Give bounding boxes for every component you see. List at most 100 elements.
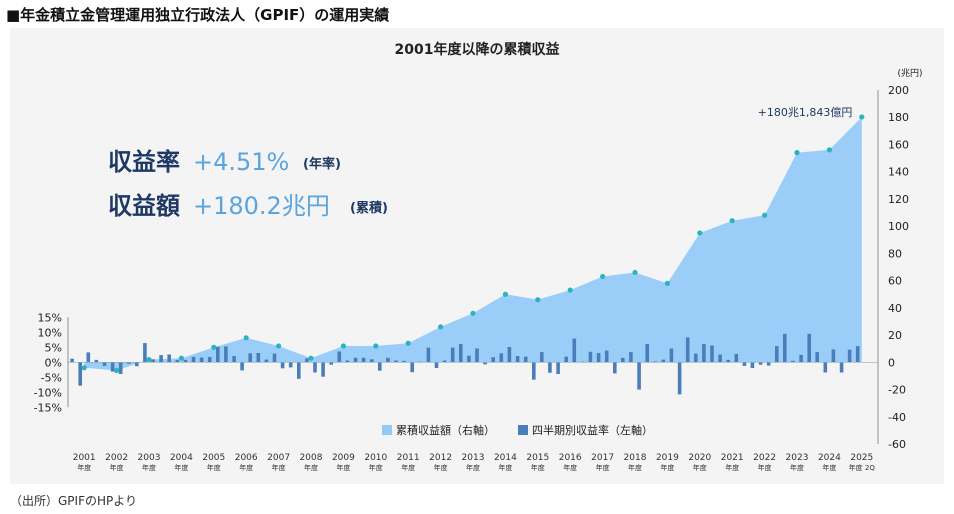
x-tick-label: 2013: [462, 453, 485, 463]
left-axis-tick: -10%: [34, 386, 62, 399]
x-tick-label: 2010: [364, 453, 387, 463]
quarter-bar: [831, 349, 836, 363]
right-axis-tick: 120: [888, 193, 909, 206]
quarter-bar: [783, 333, 787, 363]
x-tick-label: 2012: [429, 453, 452, 463]
legend-swatch-area: [382, 425, 392, 435]
quarter-bar: [710, 345, 714, 363]
quarter-bar: [361, 357, 366, 363]
x-tick-sublabel: 年度: [725, 463, 739, 472]
quarter-bar: [248, 353, 252, 363]
quarter-bar: [305, 358, 309, 363]
quarter-bar: [410, 362, 414, 373]
quarter-bar: [135, 362, 139, 367]
cumulative-point: [405, 340, 411, 346]
quarter-bar: [224, 346, 228, 363]
highlight-return-amount: 収益額 +180.2兆円 (累積): [108, 192, 388, 220]
axis-layer: 15%10%5%0%-5%-10%-15%2001801601401201008…: [34, 84, 909, 472]
x-tick-label: 2017: [591, 453, 614, 463]
x-tick-sublabel: 年度: [272, 463, 286, 472]
quarter-bar: [426, 347, 431, 363]
quarter-bar: [297, 362, 301, 379]
quarter-bar: [86, 352, 91, 363]
x-tick-label: 2007: [267, 453, 290, 463]
quarter-bar: [572, 338, 577, 363]
quarter-bar: [507, 347, 512, 363]
quarter-bar: [199, 357, 204, 363]
quarter-bar: [337, 351, 342, 363]
x-tick-label: 2014: [494, 453, 517, 463]
area-layer: [84, 116, 862, 371]
quarter-bar: [240, 362, 244, 371]
highlight-label-rate: 収益率: [108, 148, 180, 176]
cumulative-point: [794, 150, 800, 156]
cumulative-point: [470, 310, 476, 316]
quarter-bar: [394, 360, 398, 363]
quarter-bar: [604, 350, 609, 363]
quarter-bar: [499, 353, 504, 363]
quarter-bar: [491, 357, 495, 363]
quarter-bar: [483, 362, 487, 365]
quarter-bar: [378, 362, 382, 371]
quarter-bar: [216, 346, 220, 363]
cumulative-area: [84, 116, 862, 371]
highlight-return-rate: 収益率 +4.51% (年率): [108, 148, 341, 176]
quarter-bar: [540, 352, 544, 363]
right-axis-tick: 180: [888, 111, 909, 124]
left-axis-tick: 15%: [38, 311, 62, 324]
right-axis-tick: -40: [888, 411, 906, 424]
left-axis-tick: 10%: [38, 326, 62, 339]
right-axis-tick: 40: [888, 302, 902, 315]
quarter-bar: [564, 356, 568, 363]
quarter-bar: [807, 333, 811, 363]
quarter-bar: [418, 361, 423, 363]
quarter-bar: [734, 353, 739, 363]
cumulative-point: [211, 344, 217, 350]
bar-layer: [70, 333, 860, 395]
quarter-bar: [110, 362, 115, 372]
quarter-bar: [855, 346, 860, 363]
quarter-bar: [823, 362, 828, 373]
x-tick-sublabel: 年度: [498, 463, 512, 472]
x-tick-label: 2008: [300, 453, 323, 463]
quarter-bar: [815, 352, 819, 363]
left-axis-tick: -15%: [34, 401, 62, 414]
quarter-bar: [475, 348, 479, 363]
quarter-bar: [450, 347, 455, 363]
cumulative-point: [535, 297, 541, 303]
quarter-bar: [580, 361, 585, 363]
x-tick-sublabel: 年度: [174, 463, 188, 472]
cumulative-point: [340, 343, 346, 349]
quarter-bar: [694, 353, 698, 363]
x-tick-sublabel: 年度: [466, 463, 480, 472]
quarter-bar: [264, 359, 269, 363]
quarter-bar: [677, 362, 682, 395]
quarter-bar: [442, 360, 447, 363]
cumulative-point: [697, 230, 703, 236]
x-tick-sublabel: 年度: [693, 463, 707, 472]
quarter-bar: [94, 359, 99, 363]
x-tick-label: 2005: [202, 453, 225, 463]
x-tick-label: 2025: [850, 453, 873, 463]
quarter-bar: [515, 356, 520, 363]
chart-title: 2001年度以降の累積収益: [395, 41, 560, 58]
chart-panel: 15% 10% 5% 0% -5% -10% -15% 200 180 160 140 120 100 8…: [10, 28, 944, 484]
cumulative-point: [502, 291, 508, 297]
cumulative-point: [632, 269, 638, 276]
x-tick-sublabel: 年度: [401, 463, 415, 472]
quarter-bar: [459, 344, 463, 363]
quarter-bar: [70, 358, 74, 363]
highlight-note-rate: (年率): [303, 156, 341, 172]
x-tick-sublabel: 年度: [790, 463, 804, 472]
cumulative-point: [859, 114, 865, 120]
x-tick-sublabel: 年度: [531, 463, 545, 472]
x-tick-label: 2024: [818, 453, 841, 463]
highlight-note-amount: (累積): [350, 200, 388, 216]
x-tick-sublabel: 年度 2Q: [849, 463, 876, 472]
quarter-bar: [685, 337, 690, 363]
quarter-bar: [143, 343, 147, 363]
quarter-bar: [588, 351, 593, 363]
quarter-bar: [402, 360, 406, 363]
x-tick-label: 2018: [624, 453, 647, 463]
quarter-bar: [718, 354, 722, 363]
